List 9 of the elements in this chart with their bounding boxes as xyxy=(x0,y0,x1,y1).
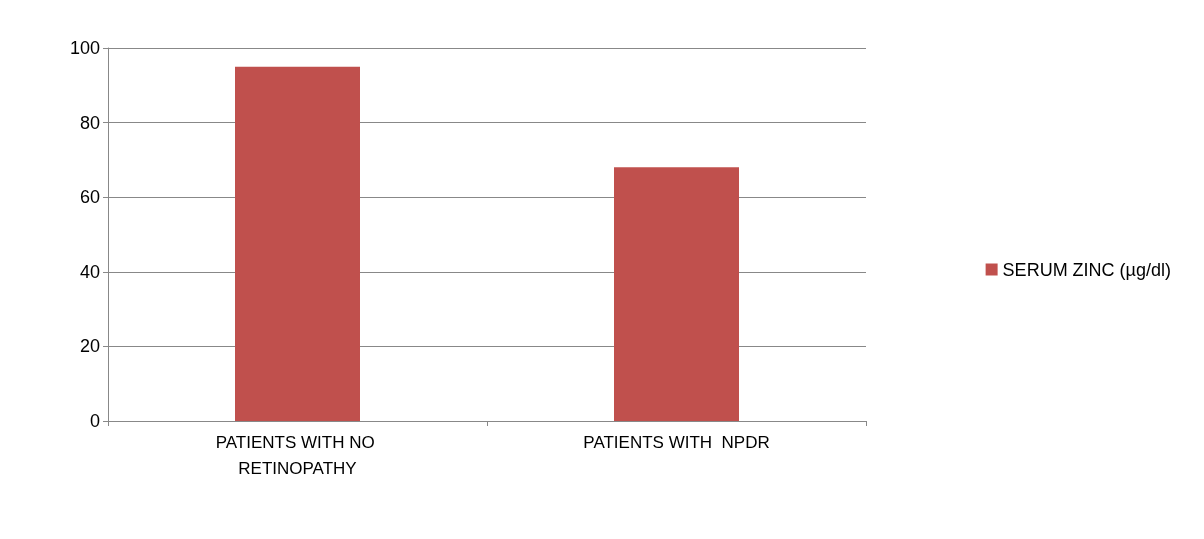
x-tick-label: PATIENTS WITH NO RETINOPATHY xyxy=(215,432,380,478)
y-tick-label: 40 xyxy=(79,261,100,282)
y-tick-label: 100 xyxy=(69,38,100,58)
y-tick-label: 0 xyxy=(89,411,100,431)
x-tick-label: PATIENTS WITH NPDR xyxy=(583,432,770,452)
legend-label: SERUM ZINC (µg/dl) xyxy=(1002,259,1172,280)
y-tick-label: 80 xyxy=(79,112,100,133)
y-tick-label: 20 xyxy=(79,336,100,357)
y-tick-label: 60 xyxy=(79,187,100,208)
